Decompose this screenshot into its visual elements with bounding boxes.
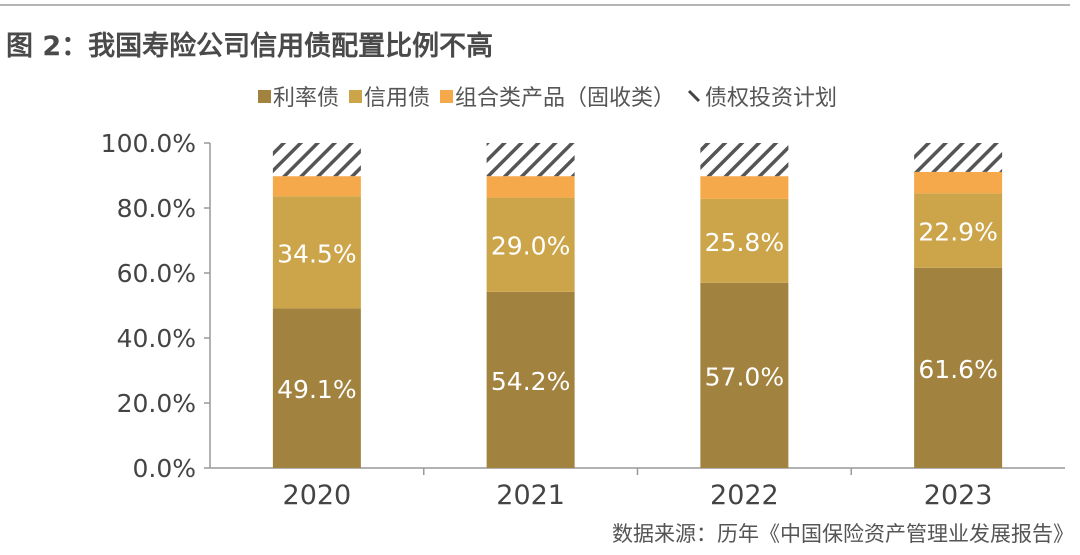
bar-segment-2022-2 — [700, 176, 789, 199]
chart-title: 图 2：我国寿险公司信用债配置比例不高 — [6, 31, 494, 62]
source-note: 数据来源：历年《中国保险资产管理业发展报告》 — [612, 522, 1074, 546]
data-label: 22.9% — [918, 218, 997, 247]
bar-segment-2022-0 — [700, 282, 789, 468]
y-tick-label: 0.0% — [132, 454, 196, 483]
bar-segment-2021-1 — [486, 197, 575, 292]
data-label: 29.0% — [491, 232, 570, 261]
bar-segment-2022-1 — [700, 198, 789, 283]
bar-segment-2020-2 — [272, 176, 361, 197]
data-label: 49.1% — [277, 375, 356, 404]
legend: 利率债 信用债 组合类产品（固收类） 债权投资计划 — [258, 80, 843, 112]
bar-segment-2020-1 — [272, 196, 361, 309]
bar-segment-2021-0 — [486, 291, 575, 468]
top-rule — [0, 4, 1070, 6]
bar-segment-2022-3 — [700, 143, 789, 177]
y-tick-label: 40.0% — [117, 324, 196, 353]
data-label: 34.5% — [277, 239, 356, 268]
legend-item-debt-plan: 债权投资计划 — [685, 80, 837, 112]
data-label: 25.8% — [705, 228, 784, 257]
data-label: 57.0% — [705, 362, 784, 391]
legend-item-rate-bond: 利率债 — [258, 80, 339, 112]
bar-segment-2020-3 — [272, 143, 361, 177]
data-label: 54.2% — [491, 367, 570, 396]
x-tick-label: 2022 — [710, 480, 779, 511]
y-tick-label: 20.0% — [117, 389, 196, 418]
bar-segment-2023-1 — [914, 193, 1003, 268]
bar-segment-2023-0 — [914, 267, 1003, 468]
bar-segment-2023-3 — [914, 143, 1003, 172]
y-tick-label: 100.0% — [101, 129, 196, 158]
legend-item-credit-bond: 信用债 — [349, 80, 430, 112]
bar-segment-2021-2 — [486, 176, 575, 198]
x-tick-label: 2021 — [496, 480, 565, 511]
bar-segment-2020-0 — [272, 308, 361, 468]
legend-item-portfolio: 组合类产品（固收类） — [440, 80, 675, 112]
bar-segment-2023-2 — [914, 171, 1003, 194]
x-tick-label: 2023 — [924, 480, 993, 511]
y-tick-label: 60.0% — [117, 259, 196, 288]
y-tick-label: 80.0% — [117, 194, 196, 223]
data-label: 61.6% — [918, 355, 997, 384]
bar-segment-2021-3 — [486, 143, 575, 177]
x-tick-label: 2020 — [283, 480, 352, 511]
